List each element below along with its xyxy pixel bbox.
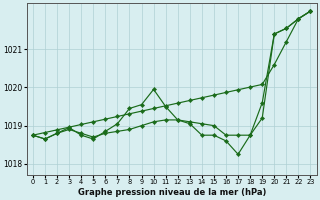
X-axis label: Graphe pression niveau de la mer (hPa): Graphe pression niveau de la mer (hPa) [77,188,266,197]
